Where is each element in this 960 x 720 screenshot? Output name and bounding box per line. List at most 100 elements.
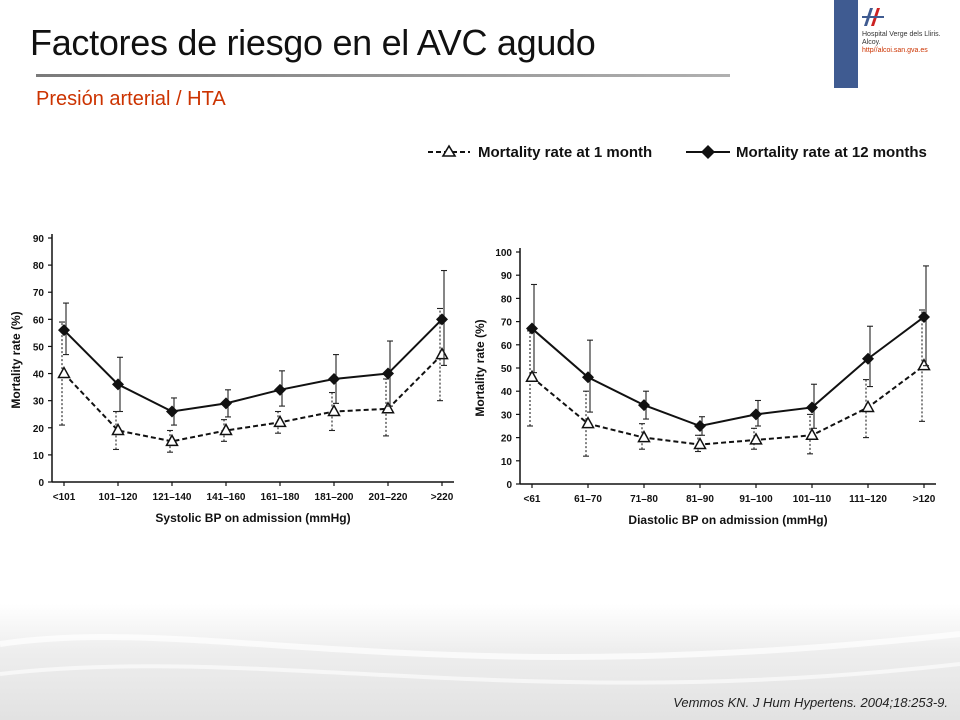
chart0-y-tick-label: 20	[33, 424, 45, 435]
chart1-series-1-month-point	[805, 427, 819, 441]
chart1-series-12-months-line	[531, 316, 925, 428]
chart0-y-tick-label: 10	[33, 451, 45, 462]
diastolic-chart-svg: 0 10 20 30 40 50 60 70 80 90 100 <61 61–70 71–80 81–90…	[473, 248, 936, 527]
chart1-series-12-months-point	[862, 352, 874, 365]
chart1-y-tick-label: 30	[501, 410, 513, 421]
chart0-series-1-month-point	[111, 422, 125, 436]
citation: Vemmos KN. J Hum Hypertens. 2004;18:253-…	[673, 695, 948, 710]
hospital-logo-text: Hospital Verge dels Lliris. Alcoy. http/…	[862, 31, 941, 55]
chart0-y-tick-label: 50	[33, 342, 45, 353]
legend-label-12-months: Mortality rate at 12 months	[736, 144, 927, 161]
chart0-x-tick-label: >220	[431, 492, 454, 503]
footer-band	[0, 604, 960, 720]
chart1-y-tick-label: 70	[501, 318, 513, 329]
chart0-series-1-month-point	[219, 422, 233, 436]
chart1-series-1-month-point	[693, 437, 707, 450]
chart1-x-tick-label: 111–120	[849, 494, 887, 505]
chart0-series-12-months-point	[274, 383, 286, 396]
chart0-y-tick-label: 30	[33, 397, 45, 408]
slide-title: Factores de riesgo en el AVC agudo	[30, 22, 596, 63]
hospital-logo-banner	[834, 0, 858, 88]
chart0-y-tick-label: 80	[33, 261, 45, 272]
chart1-series-1-month-line	[531, 364, 925, 446]
chart1-y-tick-label: 50	[501, 364, 513, 375]
diastolic-chart: 0 10 20 30 40 50 60 70 80 90 100 <61 61–70 71–80 81–90…	[470, 240, 950, 532]
chart0-series-12-months-point	[112, 378, 124, 391]
chart1-x-tick-label: 81–90	[686, 494, 714, 505]
systolic-chart: 0 10 20 30 40 50 60 70 80 90 <101 101–120 121–140 141…	[6, 222, 462, 532]
chart1-x-tick-label: >120	[913, 494, 936, 505]
hospital-logo-icon	[862, 8, 884, 26]
chart0-series-12-months-point	[328, 372, 340, 385]
legend-diamond-marker	[701, 145, 715, 159]
chart1-series-1-month-point	[861, 399, 875, 413]
logo-line-2: Alcoy.	[862, 39, 881, 46]
chart0-y-tick-label: 60	[33, 315, 45, 326]
chart1-series-12-months-point	[694, 420, 706, 432]
chart1-x-axis-title: Diastolic BP on admission (mmHg)	[628, 513, 827, 527]
chart0-x-tick-label: 161–180	[261, 492, 300, 503]
chart0-x-tick-label: 121–140	[153, 492, 192, 503]
chart1-series-1-month-point	[749, 432, 763, 445]
chart0-y-tick-label: 0	[38, 478, 44, 489]
legend-item-1-month: Mortality rate at 1 month	[428, 144, 652, 161]
chart1-x-tick-label: <61	[524, 494, 541, 505]
chart0-x-tick-label: <101	[53, 492, 76, 503]
chart0-series-12-months-point	[382, 367, 394, 380]
chart0-y-tick-label: 90	[33, 234, 45, 245]
chart1-x-tick-label: 71–80	[630, 494, 658, 505]
chart1-series-12-months-point	[638, 399, 650, 412]
chart1-series-1-month-point	[917, 358, 931, 371]
legend-triangle-marker	[441, 144, 457, 157]
chart1-y-tick-label: 10	[501, 457, 513, 468]
chart0-x-tick-label: 181–200	[315, 492, 354, 503]
chart0-series-12-months-point	[436, 313, 448, 326]
chart0-series-1-month-point	[57, 365, 71, 379]
chart0-x-axis-title: Systolic BP on admission (mmHg)	[155, 511, 350, 525]
legend-svg: Mortality rate at 1 month Mortality rate…	[428, 144, 927, 161]
chart1-series-12-months-point	[582, 371, 594, 384]
chart0-series-1-month-point	[273, 414, 287, 428]
chart0-y-axis-title: Mortality rate (%)	[9, 311, 23, 408]
chart1-series-1-month-point	[581, 416, 595, 429]
chart1-series-12-months-point	[750, 408, 762, 421]
logo-line-1: Hospital Verge dels Lliris.	[862, 31, 941, 38]
chart0-series-12-months-line	[63, 318, 443, 413]
chart0-series-12-months-point	[166, 405, 178, 418]
chart0-series-1-month-point	[327, 403, 341, 417]
chart1-y-tick-label: 100	[495, 248, 512, 259]
chart1-y-tick-label: 60	[501, 341, 513, 352]
chart0-x-tick-label: 201–220	[369, 492, 408, 503]
legend-item-12-months: Mortality rate at 12 months	[686, 144, 927, 161]
chart0-series-12-months-point	[58, 324, 70, 337]
chart1-series-12-months-point	[806, 401, 818, 414]
chart1-x-tick-label: 101–110	[793, 494, 832, 505]
chart1-y-tick-label: 40	[501, 387, 513, 398]
chart0-x-tick-label: 101–120	[99, 492, 138, 503]
chart0-y-tick-label: 40	[33, 370, 45, 381]
chart0-series-1-month-point	[435, 347, 449, 360]
chart1-x-tick-label: 91–100	[739, 494, 773, 505]
footer-swirl-decoration	[0, 631, 960, 685]
chart0-x-tick-label: 141–160	[207, 492, 246, 503]
chart1-y-tick-label: 20	[501, 434, 513, 445]
chart0-series-1-month-point	[381, 401, 395, 414]
chart1-y-tick-label: 80	[501, 294, 513, 305]
chart1-series-1-month-point	[637, 430, 651, 443]
logo-url: http//alcoi.san.gva.es	[862, 47, 928, 54]
chart1-y-tick-label: 0	[506, 480, 512, 491]
slide-subtitle: Presión arterial / HTA	[36, 88, 226, 110]
chart1-series-1-month-point	[525, 369, 539, 383]
chart0-series-1-month-point	[165, 433, 179, 447]
chart1-y-tick-label: 90	[501, 271, 513, 282]
legend-label-1-month: Mortality rate at 1 month	[478, 144, 652, 161]
chart1-series-12-months-point	[526, 322, 538, 335]
systolic-chart-svg: 0 10 20 30 40 50 60 70 80 90 <101 101–120 121–140 141…	[9, 234, 454, 525]
chart0-y-tick-label: 70	[33, 288, 45, 299]
chart1-y-axis-title: Mortality rate (%)	[473, 319, 487, 416]
chart1-x-tick-label: 61–70	[574, 494, 602, 505]
chart-legend: Mortality rate at 1 month Mortality rate…	[420, 140, 950, 164]
chart1-series-12-months-point	[918, 310, 930, 323]
chart0-series-12-months-point	[220, 397, 232, 410]
title-divider	[36, 74, 730, 77]
